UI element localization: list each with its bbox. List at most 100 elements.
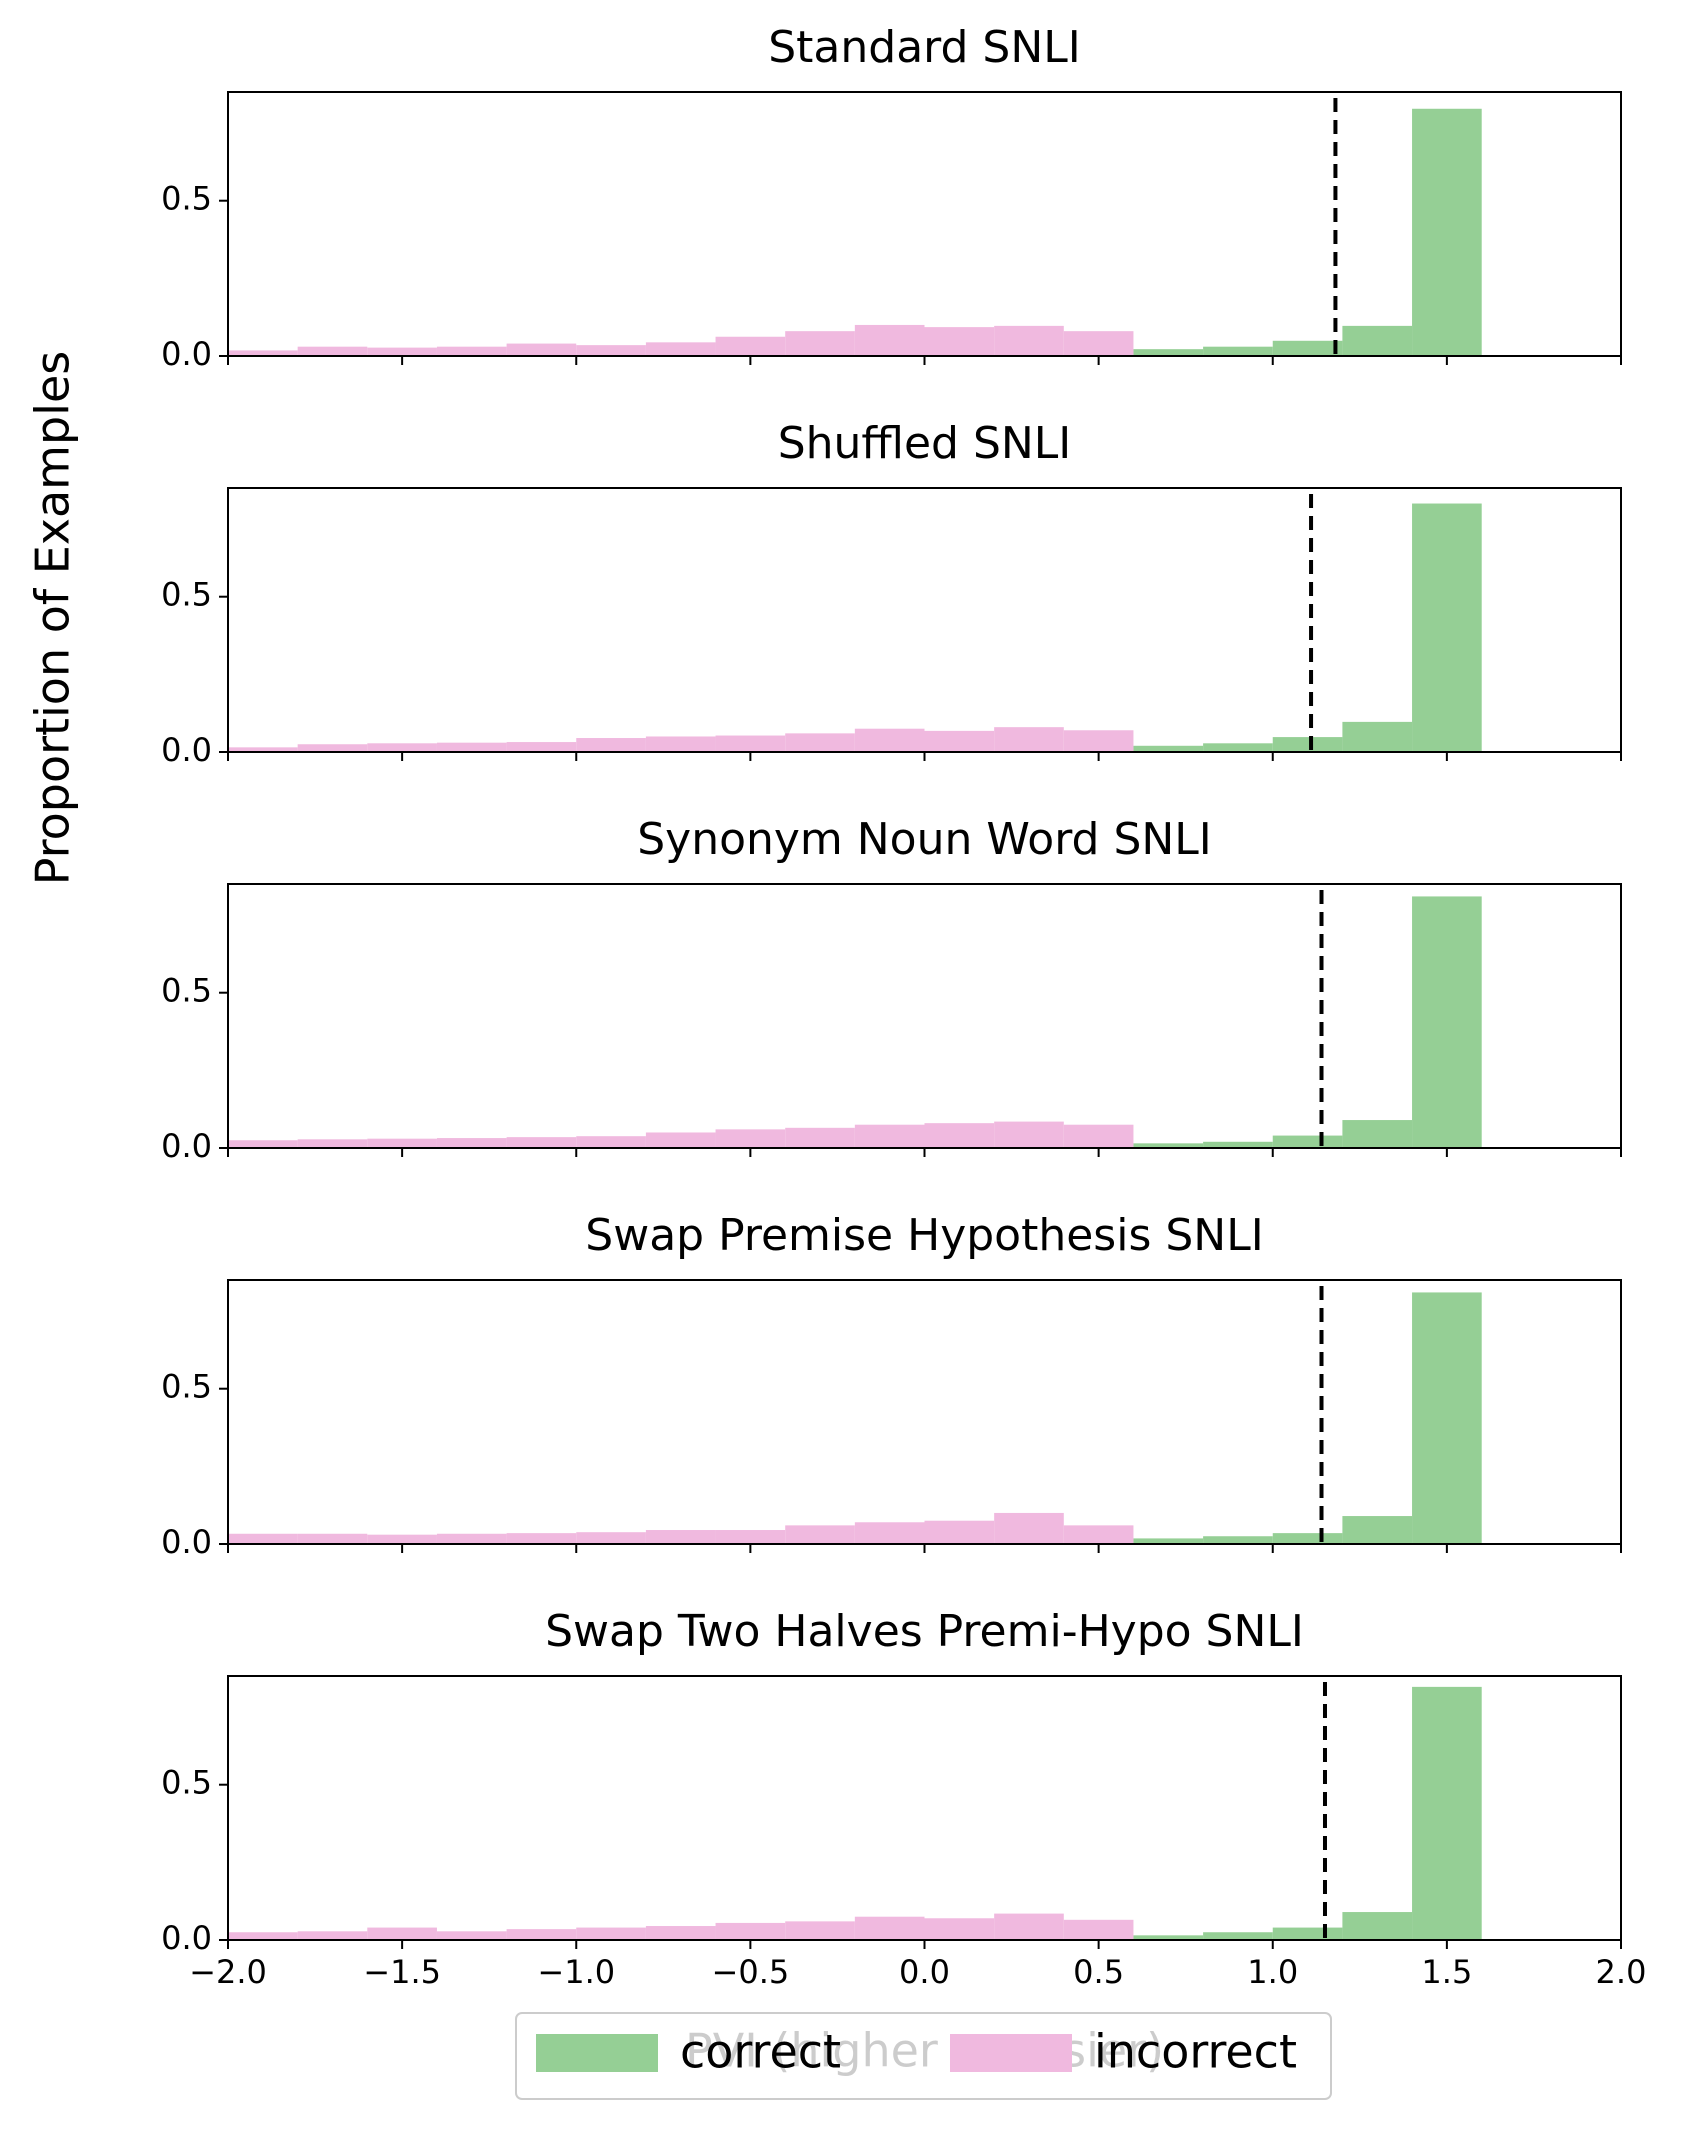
x-tick-label: 0.0 bbox=[899, 1953, 950, 1991]
histogram-bar bbox=[924, 730, 995, 752]
histogram-bar bbox=[715, 1922, 786, 1940]
legend-swatch bbox=[536, 2034, 658, 2072]
histogram-bar bbox=[1063, 1525, 1134, 1544]
histogram-bar bbox=[994, 727, 1064, 752]
histogram-bar bbox=[1342, 325, 1413, 356]
histogram-bar bbox=[1133, 745, 1204, 752]
y-tick-label: 0.0 bbox=[161, 335, 212, 373]
histogram-bar bbox=[715, 1129, 786, 1148]
histogram-bar bbox=[436, 346, 507, 356]
histogram-bar bbox=[367, 1927, 437, 1940]
histogram-bar bbox=[1272, 1135, 1343, 1148]
histogram-bar bbox=[785, 331, 855, 356]
histogram-bar bbox=[228, 1140, 298, 1148]
histogram-bar bbox=[506, 1533, 577, 1544]
chart-title: Synonym Noun Word SNLI bbox=[637, 814, 1212, 865]
histogram-bar bbox=[1203, 1536, 1273, 1544]
histogram-bar bbox=[1342, 1516, 1413, 1544]
histogram-bar bbox=[1272, 340, 1343, 356]
histogram-bar bbox=[1203, 1141, 1273, 1148]
histogram-bar bbox=[854, 1522, 925, 1544]
y-tick-label: 0.5 bbox=[161, 180, 212, 218]
chart-title: Swap Two Halves Premi-Hypo SNLI bbox=[545, 1606, 1304, 1657]
x-tick-label: 2.0 bbox=[1596, 1953, 1647, 1991]
histogram-bar bbox=[576, 1927, 646, 1940]
histogram-bar bbox=[1203, 1932, 1273, 1940]
histogram-bar bbox=[1133, 349, 1204, 356]
histogram-bar bbox=[715, 1530, 786, 1544]
histogram-bar bbox=[1272, 1927, 1343, 1940]
y-axis-label: Proportion of Examples bbox=[26, 351, 80, 885]
histogram-bar bbox=[367, 1138, 437, 1148]
histogram-bar bbox=[576, 738, 646, 752]
histogram-bar bbox=[1133, 1538, 1204, 1544]
histogram-bar bbox=[854, 1124, 925, 1148]
histogram-bar bbox=[576, 1532, 646, 1544]
legend-label: correct bbox=[680, 2025, 841, 2079]
histogram-bar bbox=[436, 1533, 507, 1544]
histogram-bar bbox=[785, 1921, 855, 1940]
histogram-bar bbox=[1063, 331, 1134, 356]
histogram-bar bbox=[1342, 1912, 1413, 1940]
histogram-bar bbox=[645, 736, 716, 752]
histogram-bar bbox=[576, 345, 646, 356]
histogram-bar bbox=[228, 1932, 298, 1940]
chart-title: Swap Premise Hypothesis SNLI bbox=[585, 1210, 1263, 1261]
histogram-bar bbox=[228, 350, 298, 356]
y-tick-label: 0.5 bbox=[161, 1764, 212, 1802]
histogram-bar bbox=[1063, 1919, 1134, 1940]
y-tick-label: 0.0 bbox=[161, 1523, 212, 1561]
histogram-bar bbox=[645, 1530, 716, 1544]
histogram-bar bbox=[506, 742, 577, 752]
histogram-bar bbox=[297, 1931, 368, 1940]
histogram-bar bbox=[1272, 1533, 1343, 1544]
histogram-bar bbox=[297, 1533, 368, 1544]
x-tick-label: −0.5 bbox=[712, 1953, 790, 1991]
y-tick-label: 0.5 bbox=[161, 576, 212, 614]
histogram-bar bbox=[924, 1520, 995, 1544]
histogram-bar bbox=[1342, 721, 1413, 752]
histogram-bar bbox=[1272, 737, 1343, 752]
histogram-bar bbox=[1412, 503, 1482, 752]
histogram-bar bbox=[994, 1913, 1064, 1940]
histogram-bar bbox=[367, 1534, 437, 1544]
x-tick-label: 1.5 bbox=[1421, 1953, 1472, 1991]
histogram-bar bbox=[785, 733, 855, 752]
histogram-bar bbox=[645, 342, 716, 356]
histogram-bar bbox=[1133, 1935, 1204, 1940]
histogram-bar bbox=[1342, 1120, 1413, 1148]
histogram-bar bbox=[436, 1931, 507, 1940]
histogram-bar bbox=[228, 747, 298, 752]
histogram-bar bbox=[994, 1512, 1064, 1544]
histogram-bar bbox=[994, 325, 1064, 356]
histogram-bar bbox=[854, 1916, 925, 1940]
histogram-bar bbox=[785, 1127, 855, 1148]
chart-title: Shuffled SNLI bbox=[778, 418, 1072, 469]
histogram-bar bbox=[506, 1929, 577, 1940]
histogram-bar bbox=[297, 744, 368, 752]
y-tick-label: 0.5 bbox=[161, 972, 212, 1010]
histogram-bar bbox=[1412, 108, 1482, 357]
legend-box bbox=[515, 2012, 1332, 2100]
histogram-bar bbox=[297, 1139, 368, 1148]
histogram-bar bbox=[1203, 743, 1273, 752]
histogram-bar bbox=[1412, 1292, 1482, 1544]
legend-label: incorrect bbox=[1094, 2025, 1297, 2079]
histogram-bar bbox=[924, 1918, 995, 1940]
chart-title: Standard SNLI bbox=[768, 22, 1081, 73]
legend-swatch bbox=[950, 2034, 1072, 2072]
y-tick-label: 0.0 bbox=[161, 731, 212, 769]
histogram-bar bbox=[228, 1533, 298, 1544]
x-tick-label: −2.0 bbox=[189, 1953, 267, 1991]
histogram-bar bbox=[1203, 346, 1273, 356]
histogram-bar bbox=[367, 347, 437, 356]
histogram-bar bbox=[506, 1137, 577, 1148]
histogram-bar bbox=[924, 1123, 995, 1148]
y-tick-label: 0.0 bbox=[161, 1127, 212, 1165]
histogram-bar bbox=[924, 327, 995, 356]
histogram-bar bbox=[715, 735, 786, 752]
histogram-bar bbox=[1412, 1686, 1482, 1940]
histogram-bar bbox=[436, 1138, 507, 1148]
histogram-bar bbox=[576, 1136, 646, 1148]
x-tick-label: −1.0 bbox=[537, 1953, 615, 1991]
